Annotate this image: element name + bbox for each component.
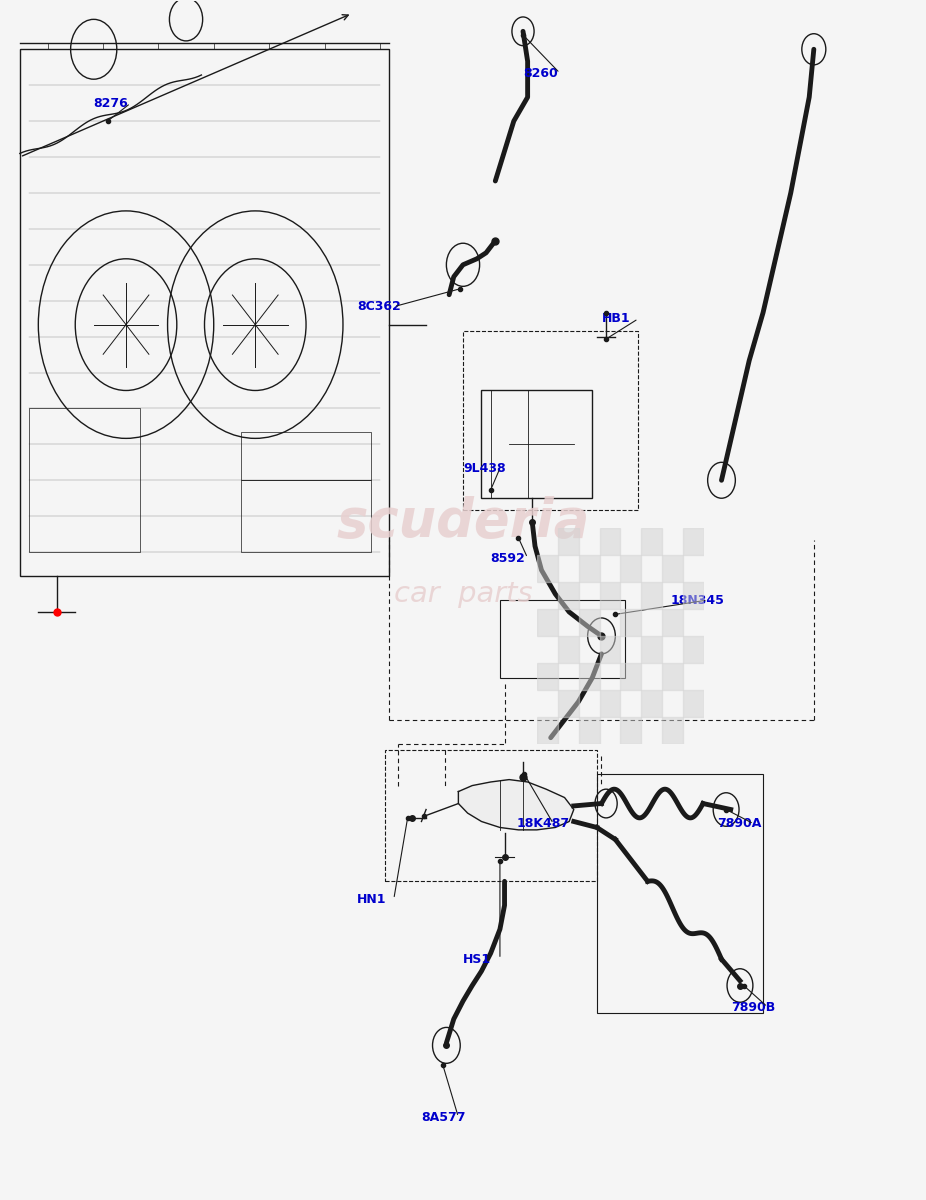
Bar [557, 582, 579, 608]
Bar [29, 408, 140, 552]
Bar [579, 716, 600, 744]
Text: scuderia: scuderia [336, 496, 590, 548]
Bar [641, 690, 662, 716]
Bar [384, 750, 597, 881]
Bar [242, 480, 370, 552]
Bar [641, 582, 662, 608]
Text: car  parts: car parts [394, 580, 532, 608]
Bar [597, 774, 763, 1013]
Bar [537, 662, 557, 690]
Bar [683, 690, 704, 716]
Bar [683, 528, 704, 554]
Bar [620, 554, 641, 582]
Bar [662, 608, 683, 636]
Bar [537, 608, 557, 636]
Text: HB1: HB1 [602, 312, 630, 325]
Bar [662, 662, 683, 690]
Text: HN1: HN1 [357, 893, 386, 906]
Text: 18K487: 18K487 [517, 817, 569, 830]
Bar [500, 600, 624, 678]
Bar [463, 331, 638, 510]
Bar [557, 690, 579, 716]
Bar [557, 636, 579, 662]
Bar [662, 716, 683, 744]
Text: 7890A: 7890A [717, 817, 761, 830]
Text: 18N345: 18N345 [670, 594, 725, 606]
Bar [683, 582, 704, 608]
Text: HS1: HS1 [463, 953, 491, 966]
Bar [620, 662, 641, 690]
Text: 8276: 8276 [94, 97, 129, 109]
Bar [600, 582, 620, 608]
Text: 9L438: 9L438 [463, 462, 506, 475]
Text: 8592: 8592 [491, 552, 525, 564]
Bar [600, 636, 620, 662]
Bar [537, 554, 557, 582]
Bar [537, 716, 557, 744]
Bar [641, 528, 662, 554]
Bar [19, 49, 389, 576]
Bar [620, 608, 641, 636]
Bar [482, 390, 593, 498]
Text: 8C362: 8C362 [357, 300, 401, 313]
Bar [641, 636, 662, 662]
Bar [683, 636, 704, 662]
Bar [557, 528, 579, 554]
Bar [600, 690, 620, 716]
Bar [662, 554, 683, 582]
Bar [242, 432, 370, 480]
Text: 8A577: 8A577 [421, 1111, 466, 1123]
Text: 7890B: 7890B [731, 1001, 775, 1014]
Bar [579, 662, 600, 690]
Bar [579, 554, 600, 582]
Bar [620, 716, 641, 744]
Text: 8260: 8260 [523, 67, 557, 79]
Bar [600, 528, 620, 554]
Polygon shape [458, 780, 574, 830]
Bar [579, 608, 600, 636]
